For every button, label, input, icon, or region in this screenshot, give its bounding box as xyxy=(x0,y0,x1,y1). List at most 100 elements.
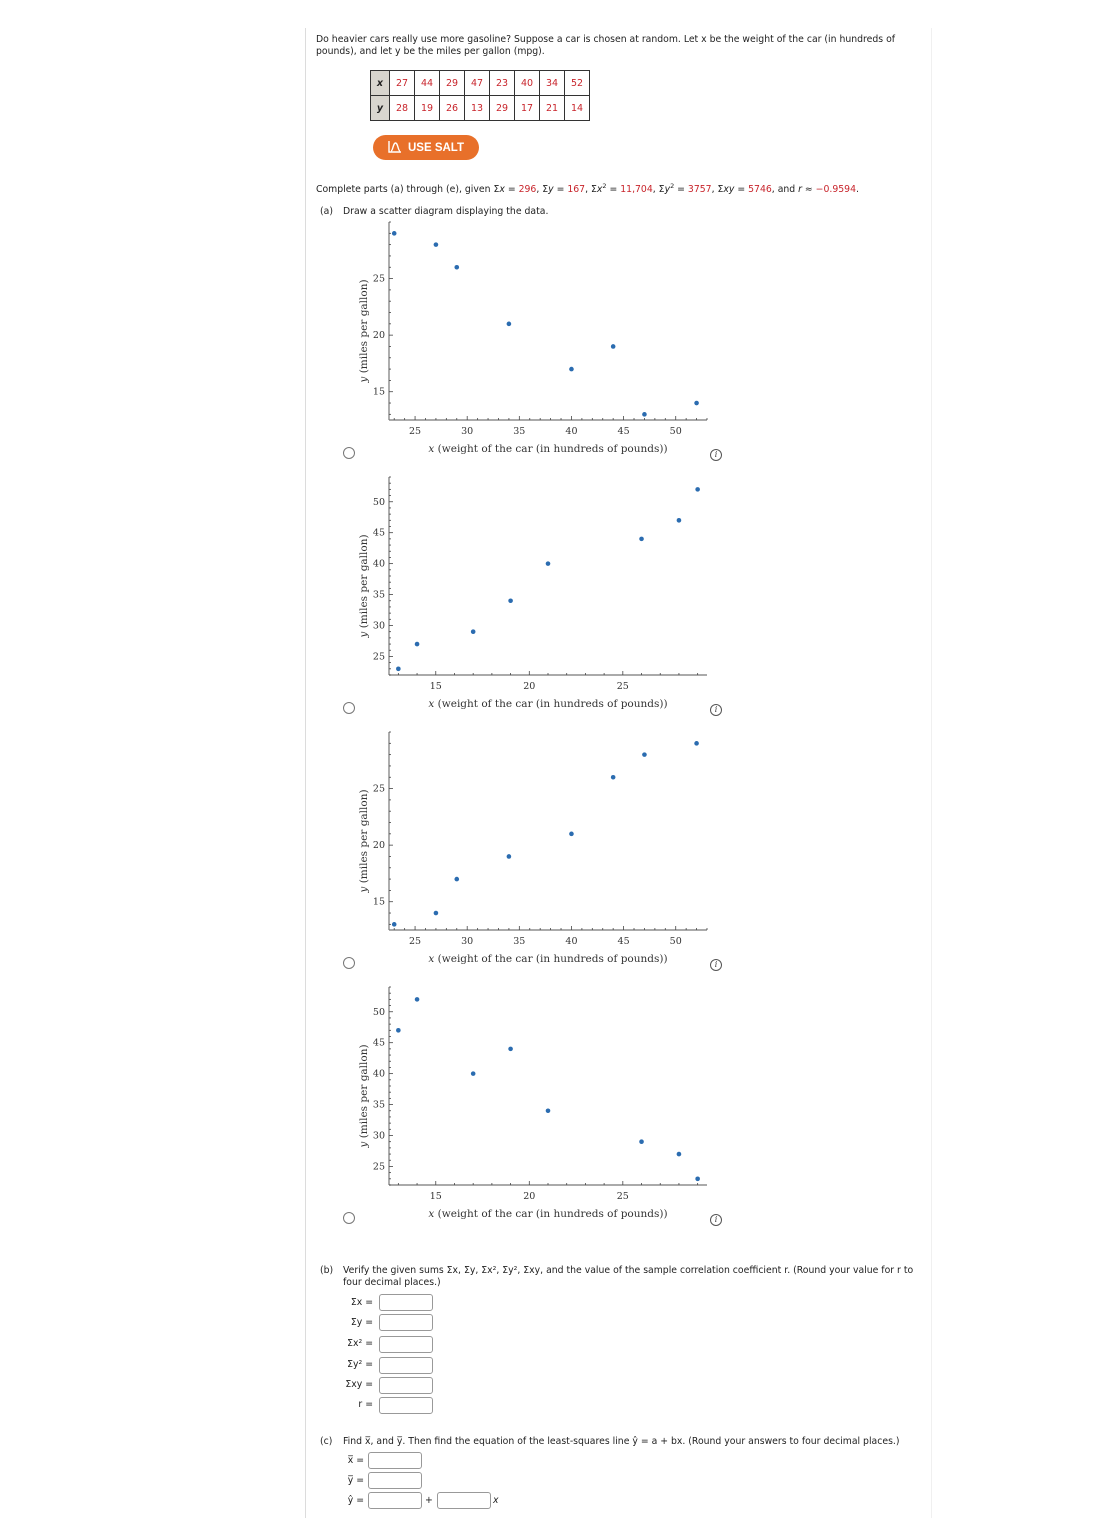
y-cell: 13 xyxy=(464,95,490,121)
given-sum-y: 167 xyxy=(567,184,586,195)
svg-text:y (miles per gallon): y (miles per gallon) xyxy=(358,1044,370,1148)
svg-text:25: 25 xyxy=(409,426,421,437)
y-cell: 17 xyxy=(514,95,540,121)
sum-x-input[interactable] xyxy=(379,1294,433,1311)
sum-x2-input[interactable] xyxy=(379,1336,433,1353)
svg-text:45: 45 xyxy=(373,1038,385,1049)
svg-text:25: 25 xyxy=(409,936,421,947)
data-point xyxy=(695,487,700,492)
slope-b-input[interactable] xyxy=(437,1492,491,1509)
svg-text:30: 30 xyxy=(373,1131,385,1142)
option-4-radio[interactable] xyxy=(343,1212,355,1224)
data-point xyxy=(506,321,512,327)
x-bar-label: x̅ = xyxy=(347,1455,364,1466)
x-cell: 34 xyxy=(539,70,565,96)
y-bar-input[interactable] xyxy=(368,1472,422,1489)
svg-text:x (weight of the car (in hundr: x (weight of the car (in hundreds of pou… xyxy=(428,443,667,455)
given-sum-y2: 3757 xyxy=(687,184,712,195)
data-point xyxy=(396,1028,401,1033)
x-cell: 44 xyxy=(414,70,440,96)
y-bar-label: y̅ = xyxy=(347,1475,364,1486)
option-3-radio[interactable] xyxy=(343,957,355,969)
svg-text:40: 40 xyxy=(565,936,577,947)
x-header: x xyxy=(370,70,390,96)
x-cell: 47 xyxy=(464,70,490,96)
y-cell: 26 xyxy=(439,95,465,121)
part-a-label: (a) xyxy=(320,206,333,217)
svg-text:x (weight of the car (in hundr: x (weight of the car (in hundreds of pou… xyxy=(428,1208,667,1220)
sum-y2-input[interactable] xyxy=(379,1357,433,1374)
svg-text:50: 50 xyxy=(670,936,682,947)
sum-y-input[interactable] xyxy=(379,1314,433,1331)
scatter-option-1: 25 30 35 40 45 50 15 20 25 x (weight of the car (… xyxy=(345,218,715,458)
data-point xyxy=(545,1108,551,1114)
x-bar-input[interactable] xyxy=(368,1452,422,1469)
data-point xyxy=(414,997,420,1002)
svg-text:40: 40 xyxy=(373,1069,385,1080)
svg-text:50: 50 xyxy=(373,1007,385,1018)
svg-text:x (weight of the car (in hundr: x (weight of the car (in hundreds of pou… xyxy=(428,953,667,965)
svg-text:50: 50 xyxy=(373,497,385,508)
data-point xyxy=(545,561,551,566)
data-point xyxy=(569,366,574,372)
intro-line-2: pounds), and let y be the miles per gall… xyxy=(316,46,545,57)
data-point xyxy=(569,831,574,837)
info-icon[interactable]: i xyxy=(710,1214,722,1226)
data-point xyxy=(639,1139,644,1144)
x-cell: 40 xyxy=(514,70,540,96)
svg-text:45: 45 xyxy=(618,936,630,947)
info-icon[interactable]: i xyxy=(710,959,722,971)
sum-xy-input[interactable] xyxy=(379,1377,433,1394)
data-point xyxy=(639,536,644,542)
x-cell: 29 xyxy=(439,70,465,96)
data-table: x 27 44 29 47 23 40 34 52 y 28 19 26 13 … xyxy=(370,70,590,121)
option-2-radio[interactable] xyxy=(343,702,355,714)
data-point xyxy=(470,1071,476,1076)
svg-text:25: 25 xyxy=(617,681,629,692)
y-cell: 19 xyxy=(414,95,440,121)
r-input[interactable] xyxy=(379,1397,433,1414)
svg-text:45: 45 xyxy=(373,528,385,539)
data-point xyxy=(433,910,439,916)
svg-text:25: 25 xyxy=(373,784,385,795)
svg-text:25: 25 xyxy=(373,1161,385,1172)
svg-text:15: 15 xyxy=(373,897,385,908)
y-cell: 28 xyxy=(389,95,415,121)
given-sum-xy: 5746 xyxy=(748,184,772,195)
intro-line-1: Do heavier cars really use more gasoline… xyxy=(316,34,896,45)
y-cell: 14 xyxy=(564,95,590,121)
intercept-a-input[interactable] xyxy=(368,1492,422,1509)
info-icon[interactable]: i xyxy=(710,449,722,461)
svg-text:25: 25 xyxy=(373,651,385,662)
data-point xyxy=(676,1151,682,1157)
r-label: r = xyxy=(358,1399,373,1410)
scatter-option-3: 25 30 35 40 45 50 15 20 25 x (weight of the car (… xyxy=(345,728,715,968)
svg-text:20: 20 xyxy=(373,840,385,851)
data-point xyxy=(676,518,682,523)
data-point xyxy=(454,876,460,882)
y-cell: 29 xyxy=(489,95,515,121)
data-point xyxy=(610,344,616,349)
svg-text:20: 20 xyxy=(523,1191,535,1202)
svg-text:y (miles per gallon): y (miles per gallon) xyxy=(358,534,370,638)
sum-y2-label: Σy² = xyxy=(347,1359,373,1370)
svg-text:30: 30 xyxy=(461,936,473,947)
data-point xyxy=(508,598,513,604)
salt-icon xyxy=(388,140,402,156)
svg-text:y (miles per gallon): y (miles per gallon) xyxy=(358,789,370,893)
x-cell: 23 xyxy=(489,70,515,96)
x-suffix: x xyxy=(493,1495,499,1506)
data-point xyxy=(695,1176,700,1182)
option-1-radio[interactable] xyxy=(343,447,355,459)
svg-text:15: 15 xyxy=(373,387,385,398)
svg-text:35: 35 xyxy=(373,1100,385,1111)
given-r: −0.9594 xyxy=(815,184,856,195)
y-row: y 28 19 26 13 29 17 21 14 xyxy=(370,95,590,121)
sum-x2-label: Σx² = xyxy=(347,1338,373,1349)
svg-text:x (weight of the car (in hundr: x (weight of the car (in hundreds of pou… xyxy=(428,698,667,710)
data-point xyxy=(642,412,647,417)
use-salt-label: USE SALT xyxy=(407,141,464,154)
info-icon[interactable]: i xyxy=(710,704,722,716)
svg-text:30: 30 xyxy=(373,621,385,632)
use-salt-button[interactable]: USE SALT xyxy=(373,135,479,160)
